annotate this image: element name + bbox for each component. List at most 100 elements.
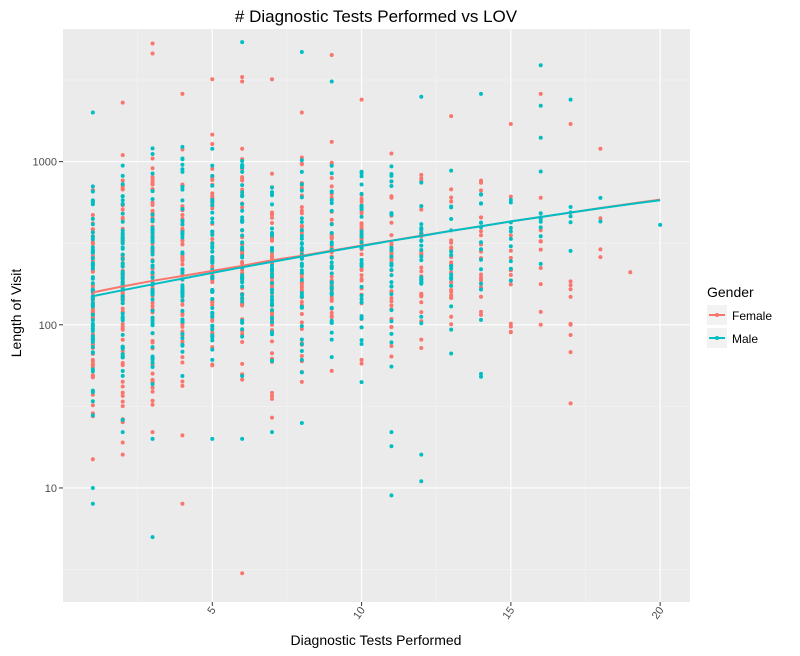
male-point [568, 248, 573, 253]
female-point [150, 208, 155, 213]
male-point [359, 316, 364, 321]
female-point [449, 322, 454, 327]
male-point [508, 266, 513, 271]
male-point [359, 169, 364, 174]
x-tick-label: 10 [351, 605, 368, 622]
minor-gridlines [63, 29, 690, 602]
male-point [180, 162, 185, 167]
female-point [508, 282, 513, 287]
plot-panel [63, 29, 690, 602]
female-point [150, 304, 155, 309]
male-point [180, 267, 185, 272]
male-point [240, 327, 245, 332]
male-point [240, 254, 245, 259]
male-point [419, 238, 424, 243]
female-point [120, 452, 125, 457]
male-point [389, 493, 394, 498]
male-point [210, 327, 215, 332]
female-point [210, 300, 215, 305]
male-point [329, 189, 334, 194]
male-point [389, 340, 394, 345]
male-point [150, 270, 155, 275]
male-point [359, 341, 364, 346]
female-point [538, 239, 543, 244]
male-point [120, 228, 125, 233]
female-point [240, 377, 245, 382]
male-point [180, 235, 185, 240]
female-point [329, 315, 334, 320]
male-point [240, 280, 245, 285]
male-point [508, 229, 513, 234]
female-point [359, 268, 364, 273]
male-point [150, 354, 155, 359]
male-point [389, 292, 394, 297]
male-point [150, 259, 155, 264]
male-point [359, 338, 364, 343]
female-point [299, 208, 304, 213]
male-point [449, 283, 454, 288]
male-point [90, 230, 95, 235]
female-point [150, 430, 155, 435]
female-point [479, 188, 483, 193]
female-point [389, 303, 394, 308]
female-point [150, 371, 155, 376]
male-point [180, 283, 185, 288]
male-point [90, 390, 95, 395]
female-point [389, 296, 394, 301]
male-point [508, 278, 513, 283]
y-tick-label: 100 [39, 320, 57, 332]
female-point [180, 339, 185, 344]
male-point [270, 281, 274, 286]
female-point [120, 100, 125, 105]
male-point [150, 217, 155, 222]
female-point [150, 377, 155, 382]
male-point [150, 345, 155, 350]
male-point [359, 284, 364, 289]
male-point [120, 235, 125, 240]
male-point [90, 263, 95, 268]
male-point [449, 253, 454, 258]
male-point [299, 324, 304, 329]
male-point [240, 296, 245, 301]
male-point [389, 172, 394, 177]
female-point [210, 280, 215, 285]
male-point [210, 146, 215, 151]
male-point [120, 262, 125, 267]
male-point [210, 203, 215, 208]
female-point [449, 295, 454, 300]
female-point [210, 77, 215, 82]
male-point [120, 211, 125, 216]
male-point [419, 314, 424, 319]
x-axis-title: Diagnostic Tests Performed [291, 632, 462, 648]
male-point [538, 135, 543, 140]
male-point [210, 305, 215, 310]
female-point [449, 199, 454, 204]
male-point [150, 151, 155, 156]
female-point [270, 220, 274, 225]
male-point [180, 287, 185, 292]
male-point [240, 320, 245, 325]
male-point [240, 299, 245, 304]
male-point [449, 272, 454, 277]
male-point [240, 247, 245, 252]
male-point [240, 334, 245, 339]
male-point [359, 297, 364, 302]
male-point [389, 331, 394, 336]
male-point [359, 257, 364, 262]
male-point [210, 310, 215, 315]
female-point [150, 389, 155, 394]
male-point [210, 296, 215, 301]
male-point [389, 263, 394, 268]
male-point [299, 370, 304, 375]
male-point [359, 207, 364, 212]
x-axis-ticks: 5 10 15 20 [205, 602, 667, 622]
male-point [449, 249, 454, 254]
male-point [538, 219, 543, 224]
male-point [508, 225, 513, 230]
male-point [90, 266, 95, 271]
female-point [359, 273, 364, 278]
male-point [120, 163, 125, 168]
chart-title: # Diagnostic Tests Performed vs LOV [235, 7, 518, 26]
male-point [359, 174, 364, 179]
female-point [180, 302, 185, 307]
